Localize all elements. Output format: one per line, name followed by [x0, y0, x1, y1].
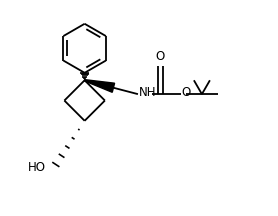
- Text: HO: HO: [28, 161, 46, 174]
- Polygon shape: [85, 80, 115, 92]
- Text: O: O: [182, 86, 191, 98]
- Text: NH: NH: [139, 86, 157, 99]
- Text: O: O: [156, 50, 165, 63]
